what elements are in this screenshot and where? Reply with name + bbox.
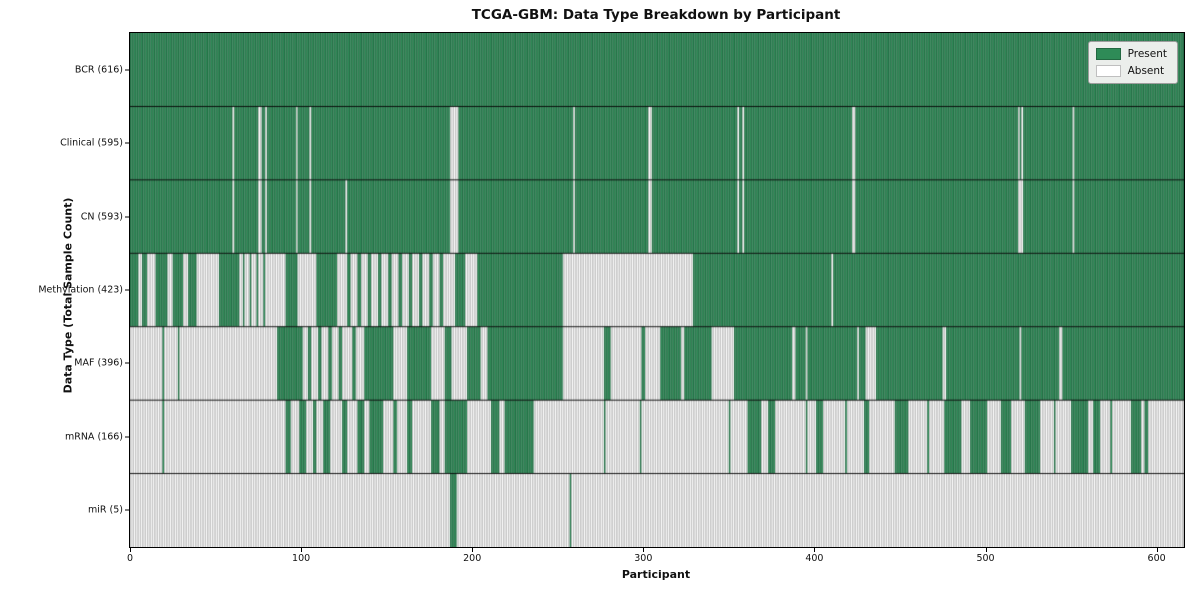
legend-absent-swatch xyxy=(1095,65,1121,77)
y-tick-mark xyxy=(125,142,129,144)
y-tick-mark xyxy=(125,69,129,71)
x-tick-mark xyxy=(814,548,816,552)
x-tick-mark xyxy=(985,548,987,552)
legend-present-label: Present xyxy=(1127,48,1167,60)
x-tick-label-500: 500 xyxy=(976,553,995,564)
y-tick-label-mrna: mRNA (166) xyxy=(64,431,123,443)
x-tick-label-600: 600 xyxy=(1147,553,1166,564)
x-tick-label-200: 200 xyxy=(463,553,482,564)
y-tick-mark xyxy=(125,216,129,218)
y-tick-label-clinical: Clinical (595) xyxy=(60,137,123,149)
y-tick-label-maf: MAF (396) xyxy=(74,357,123,369)
y-tick-mark xyxy=(125,362,129,364)
barcode-plot xyxy=(130,33,1184,547)
plot-area: Present Absent BCR (616) Clinical (595) CN… xyxy=(38,32,1185,564)
y-tick-mark xyxy=(125,509,129,511)
x-tick-mark xyxy=(301,548,303,552)
x-tick-label-0: 0 xyxy=(126,553,134,564)
x-axis-label: Participant xyxy=(621,568,691,581)
y-tick-label-mir: miR (5) xyxy=(88,504,123,516)
legend-absent-label: Absent xyxy=(1127,65,1165,77)
x-tick-label-400: 400 xyxy=(805,553,824,564)
legend-present-swatch xyxy=(1095,48,1121,60)
y-tick-mark xyxy=(125,436,129,438)
y-tick-label-methylation: Methylation (423) xyxy=(38,284,123,296)
x-tick-mark xyxy=(472,548,474,552)
x-tick-mark xyxy=(643,548,645,552)
x-tick-label-300: 300 xyxy=(634,553,653,564)
x-tick-mark xyxy=(1156,548,1158,552)
legend-item-present: Present xyxy=(1095,48,1167,60)
chart-title: TCGA-GBM: Data Type Breakdown by Partici… xyxy=(471,7,841,23)
x-tick-label-100: 100 xyxy=(292,553,311,564)
y-tick-label-bcr: BCR (616) xyxy=(74,64,123,76)
x-tick-mark xyxy=(130,548,131,552)
y-axis-label: Data Type (Total Sample Count) xyxy=(61,197,75,394)
legend-item-absent: Absent xyxy=(1095,65,1167,77)
legend: Present Absent xyxy=(1087,41,1178,84)
y-tick-label-cn: CN (593) xyxy=(80,211,123,223)
y-tick-mark xyxy=(125,289,129,291)
